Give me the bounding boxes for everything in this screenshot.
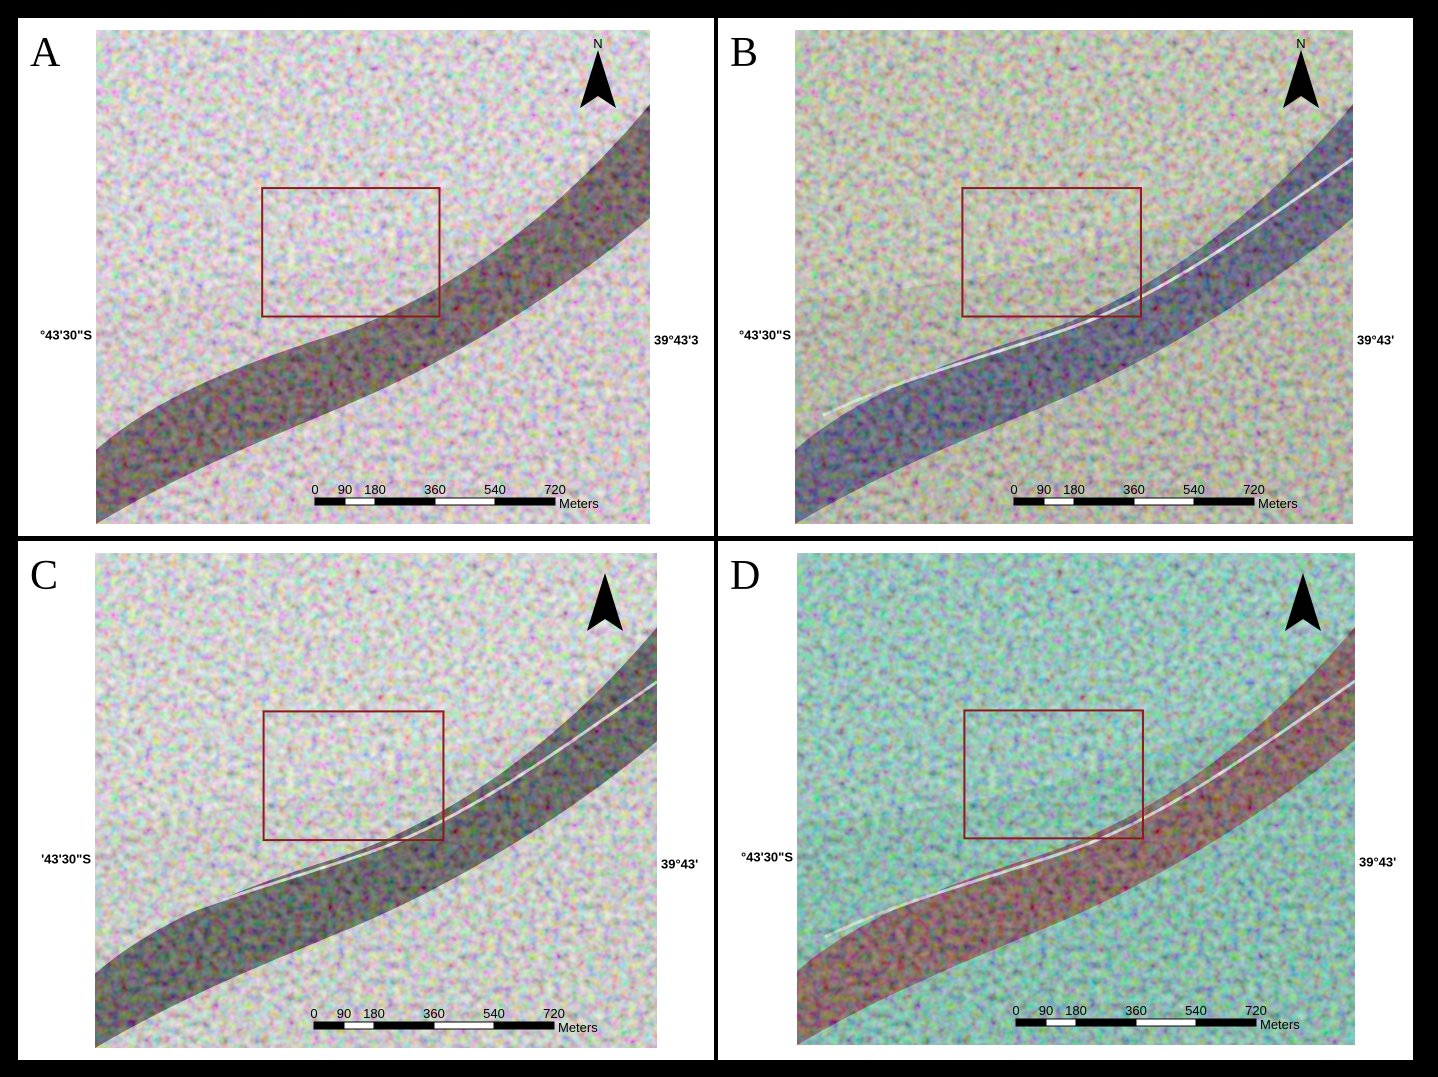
scale-segment — [434, 1022, 494, 1029]
scale-tick-label: 360 — [423, 1006, 445, 1021]
scale-segment — [374, 1022, 434, 1029]
panel-label: C — [30, 553, 58, 599]
longitude-label: 39°43'3 — [654, 333, 698, 348]
scale-segment — [1014, 498, 1044, 505]
scale-segment — [1194, 498, 1254, 505]
scale-segment — [1044, 498, 1074, 505]
figure: NA°43'30"S39°43'3090180360540720MetersNB… — [0, 0, 1438, 1077]
scale-segment — [1074, 498, 1134, 505]
scale-segment — [494, 1022, 554, 1029]
texture — [95, 553, 657, 1048]
scale-tick-label: 0 — [311, 482, 318, 497]
scale-segment — [375, 498, 435, 505]
longitude-label: 39°43' — [661, 856, 698, 871]
scale-tick-label: 0 — [310, 1006, 317, 1021]
scale-tick-label: 540 — [1183, 482, 1205, 497]
scale-tick-label: 360 — [1125, 1003, 1147, 1018]
scale-tick-label: 360 — [424, 482, 446, 497]
latitude-label: °43'30"S — [739, 328, 791, 343]
longitude-label: 39°43' — [1357, 333, 1394, 348]
satellite-image — [795, 30, 1353, 524]
scale-segment — [435, 498, 495, 505]
scale-segment — [1076, 1019, 1136, 1026]
scale-tick-label: 0 — [1012, 1003, 1019, 1018]
texture — [795, 30, 1353, 524]
scale-tick-label: 90 — [337, 1006, 351, 1021]
panel-label: B — [730, 30, 758, 76]
scale-tick-label: 90 — [1039, 1003, 1053, 1018]
scale-tick-label: 0 — [1010, 482, 1017, 497]
north-label: N — [1296, 36, 1305, 51]
satellite-image — [797, 553, 1355, 1045]
scale-tick-label: 720 — [1245, 1003, 1267, 1018]
texture — [96, 30, 650, 524]
scale-unit: Meters — [559, 496, 599, 511]
latitude-label: °43'30"S — [40, 328, 92, 343]
scale-segment — [1134, 498, 1194, 505]
scale-segment — [314, 1022, 344, 1029]
scale-tick-label: 720 — [1243, 482, 1265, 497]
scale-segment — [345, 498, 375, 505]
scale-segment — [1016, 1019, 1046, 1026]
scale-segment — [1046, 1019, 1076, 1026]
scale-unit: Meters — [558, 1020, 598, 1035]
scale-segment — [344, 1022, 374, 1029]
longitude-label: 39°43' — [1359, 854, 1396, 869]
scale-tick-label: 90 — [338, 482, 352, 497]
panel-label: D — [730, 553, 760, 599]
scale-tick-label: 90 — [1037, 482, 1051, 497]
satellite-image — [95, 553, 657, 1048]
scale-tick-label: 540 — [483, 1006, 505, 1021]
scale-tick-label: 720 — [544, 482, 566, 497]
scale-tick-label: 360 — [1123, 482, 1145, 497]
scale-tick-label: 540 — [1185, 1003, 1207, 1018]
scale-tick-label: 720 — [543, 1006, 565, 1021]
scale-tick-label: 540 — [484, 482, 506, 497]
scale-unit: Meters — [1260, 1017, 1300, 1032]
scale-unit: Meters — [1258, 496, 1298, 511]
latitude-label: '43'30"S — [41, 851, 91, 866]
north-label: N — [593, 36, 602, 51]
scale-tick-label: 180 — [364, 482, 386, 497]
scale-segment — [1196, 1019, 1256, 1026]
scale-segment — [1136, 1019, 1196, 1026]
texture — [797, 553, 1355, 1045]
scale-tick-label: 180 — [1063, 482, 1085, 497]
latitude-label: °43'30"S — [741, 849, 793, 864]
scale-tick-label: 180 — [363, 1006, 385, 1021]
satellite-image — [96, 30, 650, 524]
panel-label: A — [30, 30, 61, 76]
scale-segment — [315, 498, 345, 505]
scale-tick-label: 180 — [1065, 1003, 1087, 1018]
scale-segment — [495, 498, 555, 505]
